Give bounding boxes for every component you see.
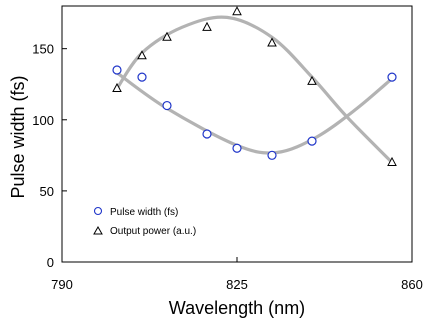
x-tick-label: 790	[51, 277, 73, 292]
pulse-width-point	[387, 72, 397, 82]
output-power-point	[162, 31, 172, 41]
pulse-width-point	[112, 65, 122, 75]
output-power-point	[267, 37, 277, 47]
y-tick-label: 150	[32, 42, 54, 57]
pulse-width-point	[202, 129, 212, 139]
pulse-width-point	[162, 100, 172, 111]
x-axis-title: Wavelength (nm)	[169, 298, 305, 318]
ticks: 790 825 860 0 50 100 150	[32, 42, 423, 292]
legend-marker-output-power	[93, 225, 103, 235]
output-power-point	[112, 82, 122, 92]
pulse-width-point	[267, 150, 277, 160]
pulse-width-point	[232, 143, 242, 153]
x-tick-label: 860	[401, 277, 423, 292]
pulse-width-point	[137, 72, 147, 82]
output-power-point	[387, 156, 397, 166]
fit-curves	[115, 15, 394, 165]
y-tick-label: 50	[40, 184, 54, 199]
legend: Pulse width (fs) Output power (a.u.)	[93, 206, 196, 237]
fit-curve-2	[115, 15, 394, 165]
axes	[61, 5, 413, 263]
legend-marker-pulse-width	[93, 206, 103, 216]
y-tick-label: 100	[32, 113, 54, 128]
y-tick-label: 0	[47, 255, 54, 270]
output-power-point	[137, 50, 147, 60]
legend-label-output-power: Output power (a.u.)	[110, 226, 196, 237]
fit-curve-1	[115, 71, 394, 155]
legend-label-pulse-width: Pulse width (fs)	[110, 207, 178, 218]
output-power-point	[307, 75, 317, 85]
data-points	[112, 6, 397, 166]
x-tick-label: 825	[226, 277, 248, 292]
pulse-width-point	[307, 136, 317, 146]
output-power-point	[202, 21, 212, 31]
output-power-point	[232, 6, 242, 16]
y-axis-title: Pulse width (fs)	[8, 75, 28, 198]
plot-frame	[61, 5, 413, 263]
